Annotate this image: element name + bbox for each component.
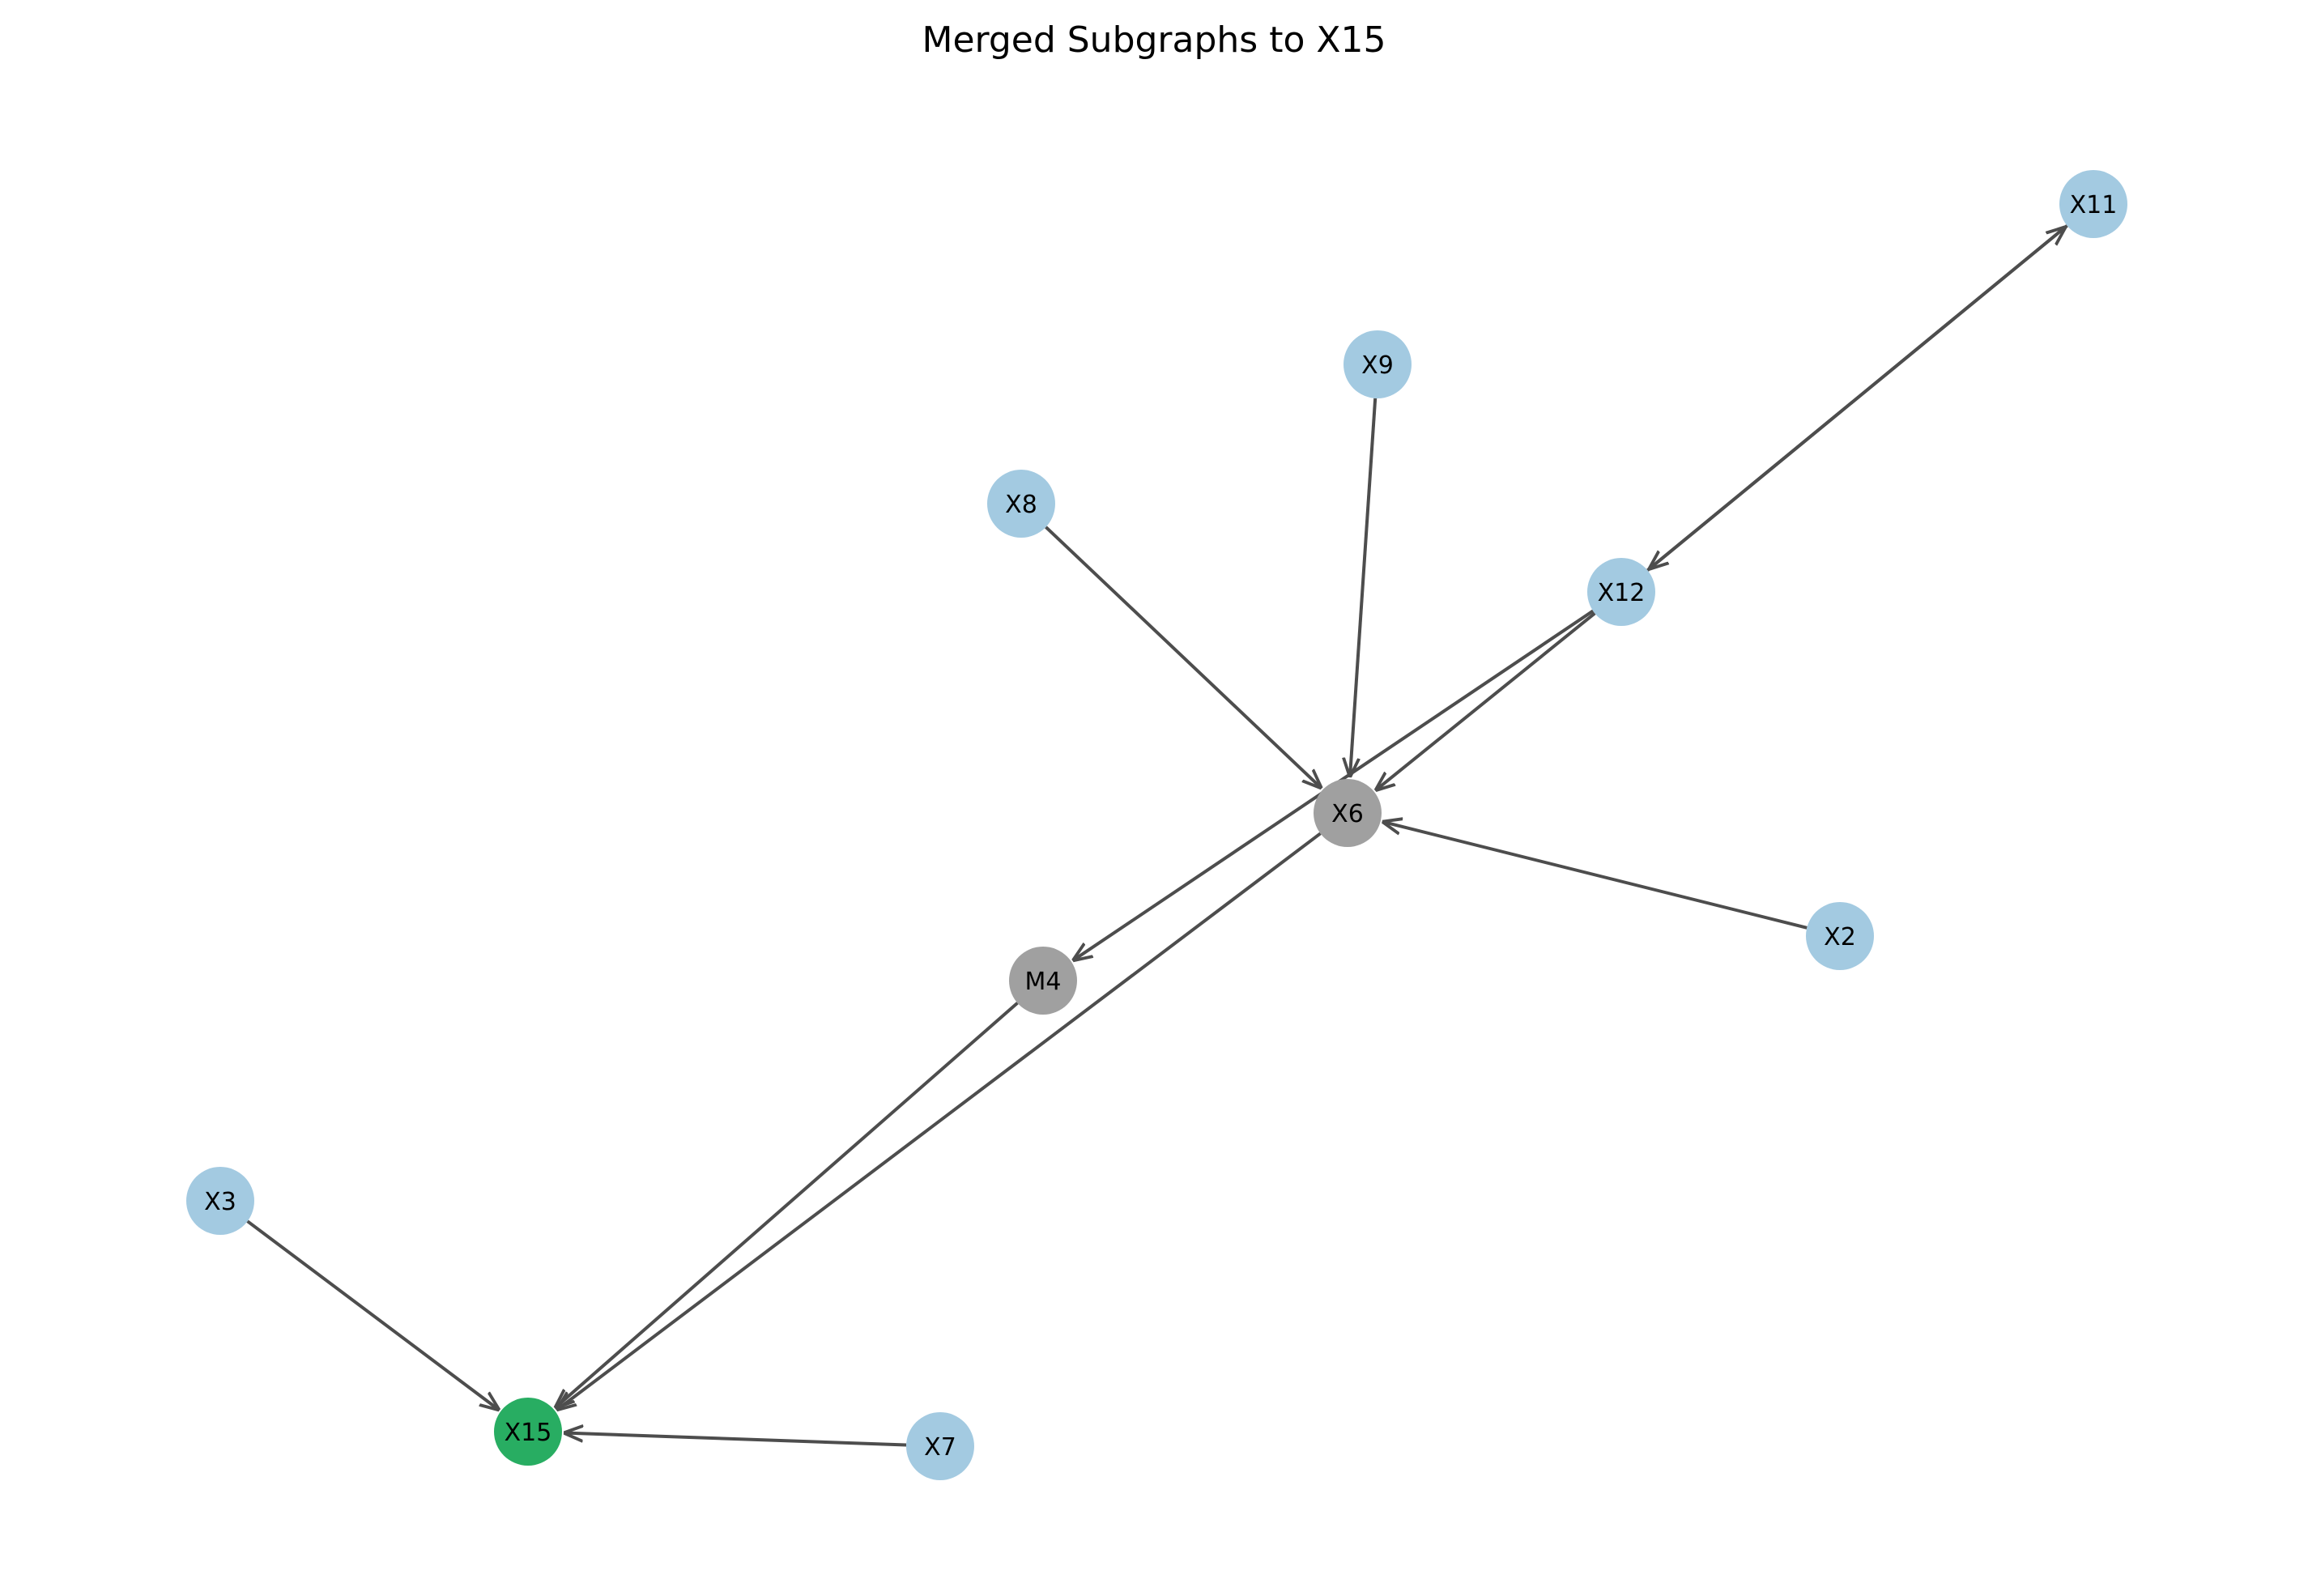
edge-x2-to-x6 xyxy=(1382,822,1808,930)
node-x11: X11 xyxy=(2059,170,2127,238)
node-circle xyxy=(906,1412,974,1480)
node-label: X6 xyxy=(1331,800,1364,828)
node-circle xyxy=(1587,558,1655,626)
node-label: X2 xyxy=(1824,923,1856,951)
node-m4: M4 xyxy=(1009,947,1077,1015)
node-circle xyxy=(1806,902,1874,970)
node-layer: X11 X9 X8 X12 X6 X2 M4 X3 X15 X7 xyxy=(186,170,2127,1480)
node-label: X12 xyxy=(1598,579,1646,607)
node-x2: X2 xyxy=(1806,902,1874,970)
node-x3: X3 xyxy=(186,1167,254,1235)
edge-x11-to-x12 xyxy=(1649,224,2068,569)
node-x15: X15 xyxy=(494,1398,562,1466)
edge-x6-to-x15 xyxy=(556,832,1322,1410)
node-x9: X9 xyxy=(1343,330,1412,398)
node-circle xyxy=(494,1398,562,1466)
edge-x9-to-x6 xyxy=(1350,398,1378,777)
node-label: M4 xyxy=(1025,968,1062,996)
node-label: X15 xyxy=(505,1419,552,1447)
edge-m4-to-x15 xyxy=(555,1002,1019,1408)
node-label: X3 xyxy=(204,1188,236,1216)
node-circle xyxy=(2059,170,2127,238)
node-label: X9 xyxy=(1361,351,1394,380)
edge-x8-to-x6 xyxy=(1045,526,1322,789)
node-x12: X12 xyxy=(1587,558,1655,626)
node-x7: X7 xyxy=(906,1412,974,1480)
node-label: X11 xyxy=(2070,191,2118,219)
node-circle xyxy=(1314,779,1382,847)
edge-x3-to-x15 xyxy=(246,1219,500,1410)
edge-x12-to-x6 xyxy=(1375,611,1596,790)
node-circle xyxy=(987,470,1055,538)
node-label: X8 xyxy=(1005,491,1037,519)
node-x6: X6 xyxy=(1314,779,1382,847)
node-circle xyxy=(1009,947,1077,1015)
edge-layer xyxy=(246,224,2068,1447)
node-x8: X8 xyxy=(987,470,1055,538)
node-label: X7 xyxy=(924,1433,956,1462)
node-circle xyxy=(186,1167,254,1235)
graph-title: Merged Subgraphs to X15 xyxy=(922,19,1386,61)
node-circle xyxy=(1343,330,1412,398)
edge-x7-to-x15 xyxy=(564,1433,907,1447)
